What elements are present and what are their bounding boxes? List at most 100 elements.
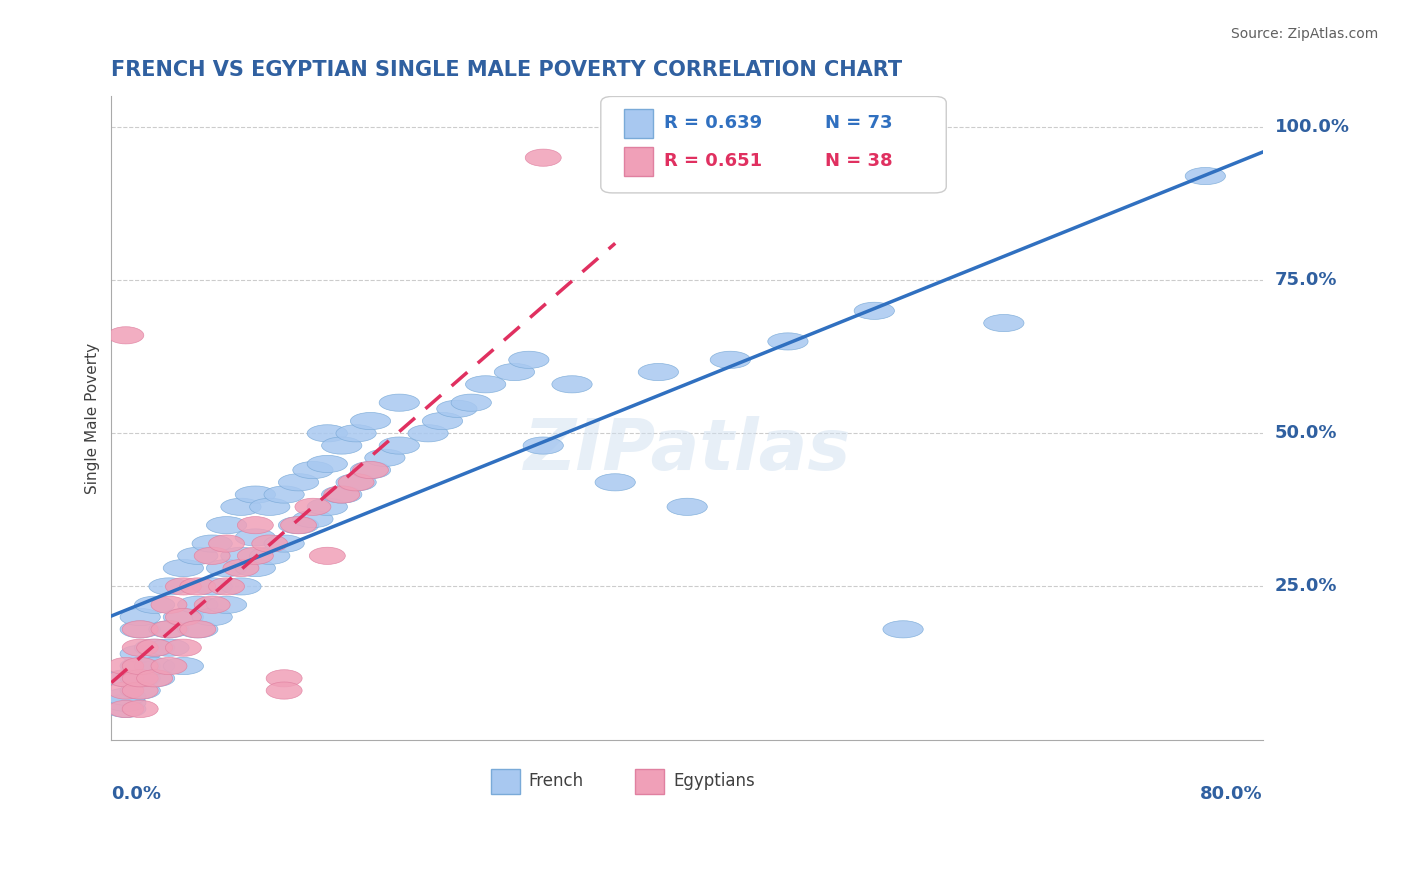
Ellipse shape bbox=[353, 461, 388, 479]
Ellipse shape bbox=[250, 499, 290, 516]
Text: 100.0%: 100.0% bbox=[1274, 118, 1350, 136]
Ellipse shape bbox=[221, 547, 262, 565]
Text: ZIPatlas: ZIPatlas bbox=[523, 416, 851, 484]
Ellipse shape bbox=[208, 535, 245, 552]
Ellipse shape bbox=[108, 657, 143, 674]
Ellipse shape bbox=[163, 608, 204, 625]
Ellipse shape bbox=[208, 578, 245, 595]
Ellipse shape bbox=[193, 608, 232, 625]
Ellipse shape bbox=[149, 621, 190, 638]
Ellipse shape bbox=[105, 694, 146, 712]
Text: N = 73: N = 73 bbox=[825, 114, 893, 132]
Ellipse shape bbox=[180, 578, 215, 595]
Ellipse shape bbox=[307, 455, 347, 473]
Ellipse shape bbox=[235, 486, 276, 503]
Ellipse shape bbox=[278, 516, 319, 533]
Ellipse shape bbox=[122, 670, 159, 687]
Ellipse shape bbox=[120, 608, 160, 625]
Text: R = 0.651: R = 0.651 bbox=[664, 153, 762, 170]
Bar bbox=[492, 769, 520, 794]
Ellipse shape bbox=[193, 535, 232, 552]
Text: N = 38: N = 38 bbox=[825, 153, 893, 170]
Ellipse shape bbox=[180, 621, 215, 638]
Ellipse shape bbox=[136, 639, 173, 657]
Ellipse shape bbox=[252, 535, 288, 552]
Ellipse shape bbox=[336, 425, 377, 442]
Ellipse shape bbox=[166, 578, 201, 595]
Ellipse shape bbox=[135, 670, 174, 687]
Ellipse shape bbox=[853, 302, 894, 319]
Ellipse shape bbox=[194, 547, 231, 565]
Ellipse shape bbox=[150, 621, 187, 638]
Ellipse shape bbox=[120, 682, 160, 699]
Ellipse shape bbox=[638, 363, 679, 381]
Ellipse shape bbox=[105, 688, 146, 706]
Ellipse shape bbox=[451, 394, 492, 411]
Ellipse shape bbox=[380, 437, 419, 454]
Ellipse shape bbox=[193, 578, 232, 595]
Text: 75.0%: 75.0% bbox=[1274, 271, 1337, 289]
Ellipse shape bbox=[122, 700, 159, 717]
Ellipse shape bbox=[120, 657, 160, 674]
Ellipse shape bbox=[108, 670, 143, 687]
Ellipse shape bbox=[266, 670, 302, 687]
Ellipse shape bbox=[177, 547, 218, 565]
Bar bbox=[624, 147, 652, 177]
Ellipse shape bbox=[135, 596, 174, 614]
Ellipse shape bbox=[281, 516, 316, 533]
Ellipse shape bbox=[238, 516, 273, 533]
Ellipse shape bbox=[307, 499, 347, 516]
Ellipse shape bbox=[122, 639, 159, 657]
Text: Source: ZipAtlas.com: Source: ZipAtlas.com bbox=[1230, 27, 1378, 41]
Ellipse shape bbox=[465, 376, 506, 392]
Ellipse shape bbox=[364, 450, 405, 467]
Ellipse shape bbox=[408, 425, 449, 442]
Ellipse shape bbox=[523, 437, 564, 454]
Ellipse shape bbox=[437, 401, 477, 417]
Ellipse shape bbox=[1185, 168, 1226, 185]
Ellipse shape bbox=[710, 351, 751, 368]
Bar bbox=[636, 769, 664, 794]
Ellipse shape bbox=[495, 363, 534, 381]
Ellipse shape bbox=[350, 461, 391, 479]
Ellipse shape bbox=[135, 657, 174, 674]
Ellipse shape bbox=[309, 547, 346, 565]
Ellipse shape bbox=[768, 333, 808, 350]
Ellipse shape bbox=[224, 559, 259, 576]
Ellipse shape bbox=[207, 559, 246, 576]
Ellipse shape bbox=[266, 682, 302, 699]
Ellipse shape bbox=[108, 700, 143, 717]
Ellipse shape bbox=[105, 700, 146, 717]
Ellipse shape bbox=[150, 657, 187, 674]
Ellipse shape bbox=[292, 461, 333, 479]
Ellipse shape bbox=[336, 474, 377, 491]
Ellipse shape bbox=[120, 621, 160, 638]
Ellipse shape bbox=[322, 486, 361, 503]
Ellipse shape bbox=[105, 670, 146, 687]
Ellipse shape bbox=[108, 682, 143, 699]
Ellipse shape bbox=[250, 547, 290, 565]
Ellipse shape bbox=[235, 529, 276, 546]
Text: 50.0%: 50.0% bbox=[1274, 425, 1337, 442]
Ellipse shape bbox=[163, 657, 204, 674]
Ellipse shape bbox=[163, 559, 204, 576]
Ellipse shape bbox=[235, 559, 276, 576]
Ellipse shape bbox=[108, 326, 143, 344]
Ellipse shape bbox=[526, 149, 561, 166]
Text: 0.0%: 0.0% bbox=[111, 785, 162, 803]
Y-axis label: Single Male Poverty: Single Male Poverty bbox=[86, 343, 100, 493]
Ellipse shape bbox=[122, 682, 159, 699]
Text: FRENCH VS EGYPTIAN SINGLE MALE POVERTY CORRELATION CHART: FRENCH VS EGYPTIAN SINGLE MALE POVERTY C… bbox=[111, 60, 903, 79]
Ellipse shape bbox=[135, 639, 174, 657]
Ellipse shape bbox=[120, 645, 160, 663]
Ellipse shape bbox=[666, 499, 707, 516]
Ellipse shape bbox=[264, 486, 304, 503]
Ellipse shape bbox=[149, 578, 190, 595]
Ellipse shape bbox=[122, 657, 159, 674]
Ellipse shape bbox=[984, 315, 1024, 332]
Text: 80.0%: 80.0% bbox=[1201, 785, 1263, 803]
Ellipse shape bbox=[150, 596, 187, 614]
Ellipse shape bbox=[323, 486, 360, 503]
Ellipse shape bbox=[149, 639, 190, 657]
Ellipse shape bbox=[595, 474, 636, 491]
